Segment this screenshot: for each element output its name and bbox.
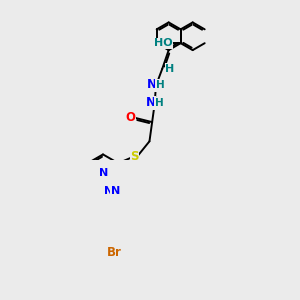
Text: N: N: [99, 168, 108, 178]
Text: N: N: [147, 78, 157, 91]
Text: N: N: [146, 96, 155, 110]
Text: H: H: [155, 98, 164, 108]
Text: H: H: [156, 80, 164, 90]
Text: N: N: [104, 186, 113, 196]
Text: O: O: [126, 111, 136, 124]
Text: H: H: [165, 64, 174, 74]
Text: HO: HO: [154, 38, 173, 48]
Text: N: N: [111, 186, 120, 196]
Text: Br: Br: [107, 246, 122, 259]
Text: S: S: [130, 150, 139, 163]
